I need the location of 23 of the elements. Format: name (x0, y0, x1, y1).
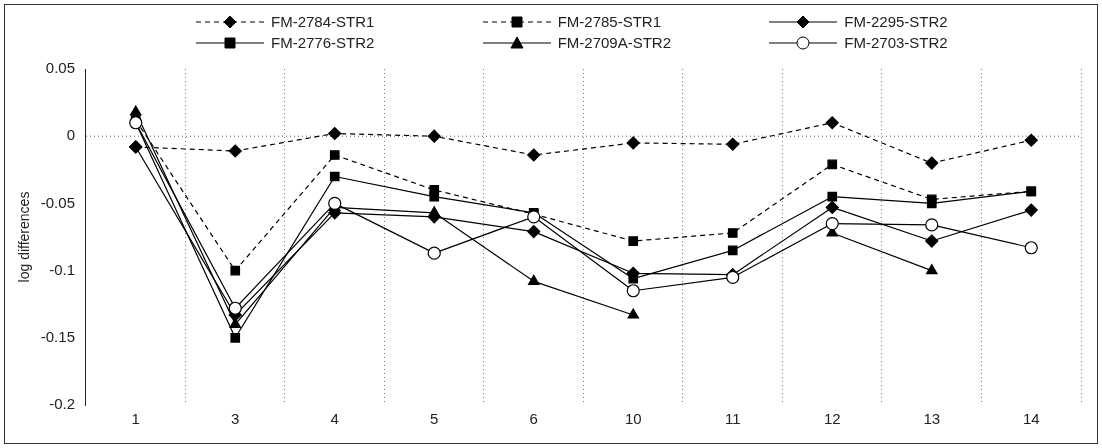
x-tick-label: 12 (823, 410, 841, 428)
x-tick-label: 10 (624, 410, 642, 428)
x-tick-label: 6 (529, 410, 538, 428)
legend-label: FM-2709A-STR2 (557, 34, 672, 51)
x-tick-label: 1 (131, 410, 140, 428)
y-tick-label: -0.2 (49, 395, 75, 413)
x-tick-label: 14 (1022, 410, 1040, 428)
y-axis-title: log differences (16, 191, 33, 283)
legend-label: FM-2784-STR1 (271, 13, 375, 30)
x-tick-label: 11 (724, 410, 741, 428)
x-tick-label: 5 (430, 410, 439, 428)
y-tick-label: -0.05 (40, 193, 75, 211)
legend-label: FM-2785-STR1 (557, 13, 662, 30)
y-tick-label: 0 (66, 126, 75, 144)
y-tick-label: -0.1 (49, 260, 75, 278)
x-tick-label: 4 (330, 410, 339, 428)
y-tick-label: 0.05 (45, 59, 75, 77)
legend-label: FM-2295-STR2 (844, 13, 948, 30)
x-tick-label: 3 (231, 410, 240, 428)
y-tick-label: -0.15 (40, 327, 75, 345)
legend-label: FM-2703-STR2 (844, 34, 948, 51)
legend-label: FM-2776-STR2 (271, 34, 375, 51)
x-tick-label: 13 (923, 410, 941, 428)
